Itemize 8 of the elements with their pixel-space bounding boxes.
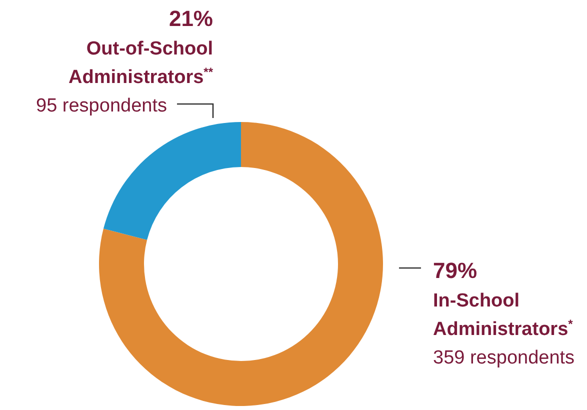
donut-slice [103, 122, 241, 240]
data-label: 21% [168, 6, 213, 31]
slice-label: In-School Administrators$^{*}$ [433, 290, 574, 340]
slice-label: Out-of-School Administrators$^{**}$ [68, 38, 214, 88]
text: 95 respondents [36, 96, 167, 116]
donut-slice [99, 122, 383, 406]
text: 359 respondents [433, 348, 575, 368]
data-label: 79% [433, 258, 478, 283]
